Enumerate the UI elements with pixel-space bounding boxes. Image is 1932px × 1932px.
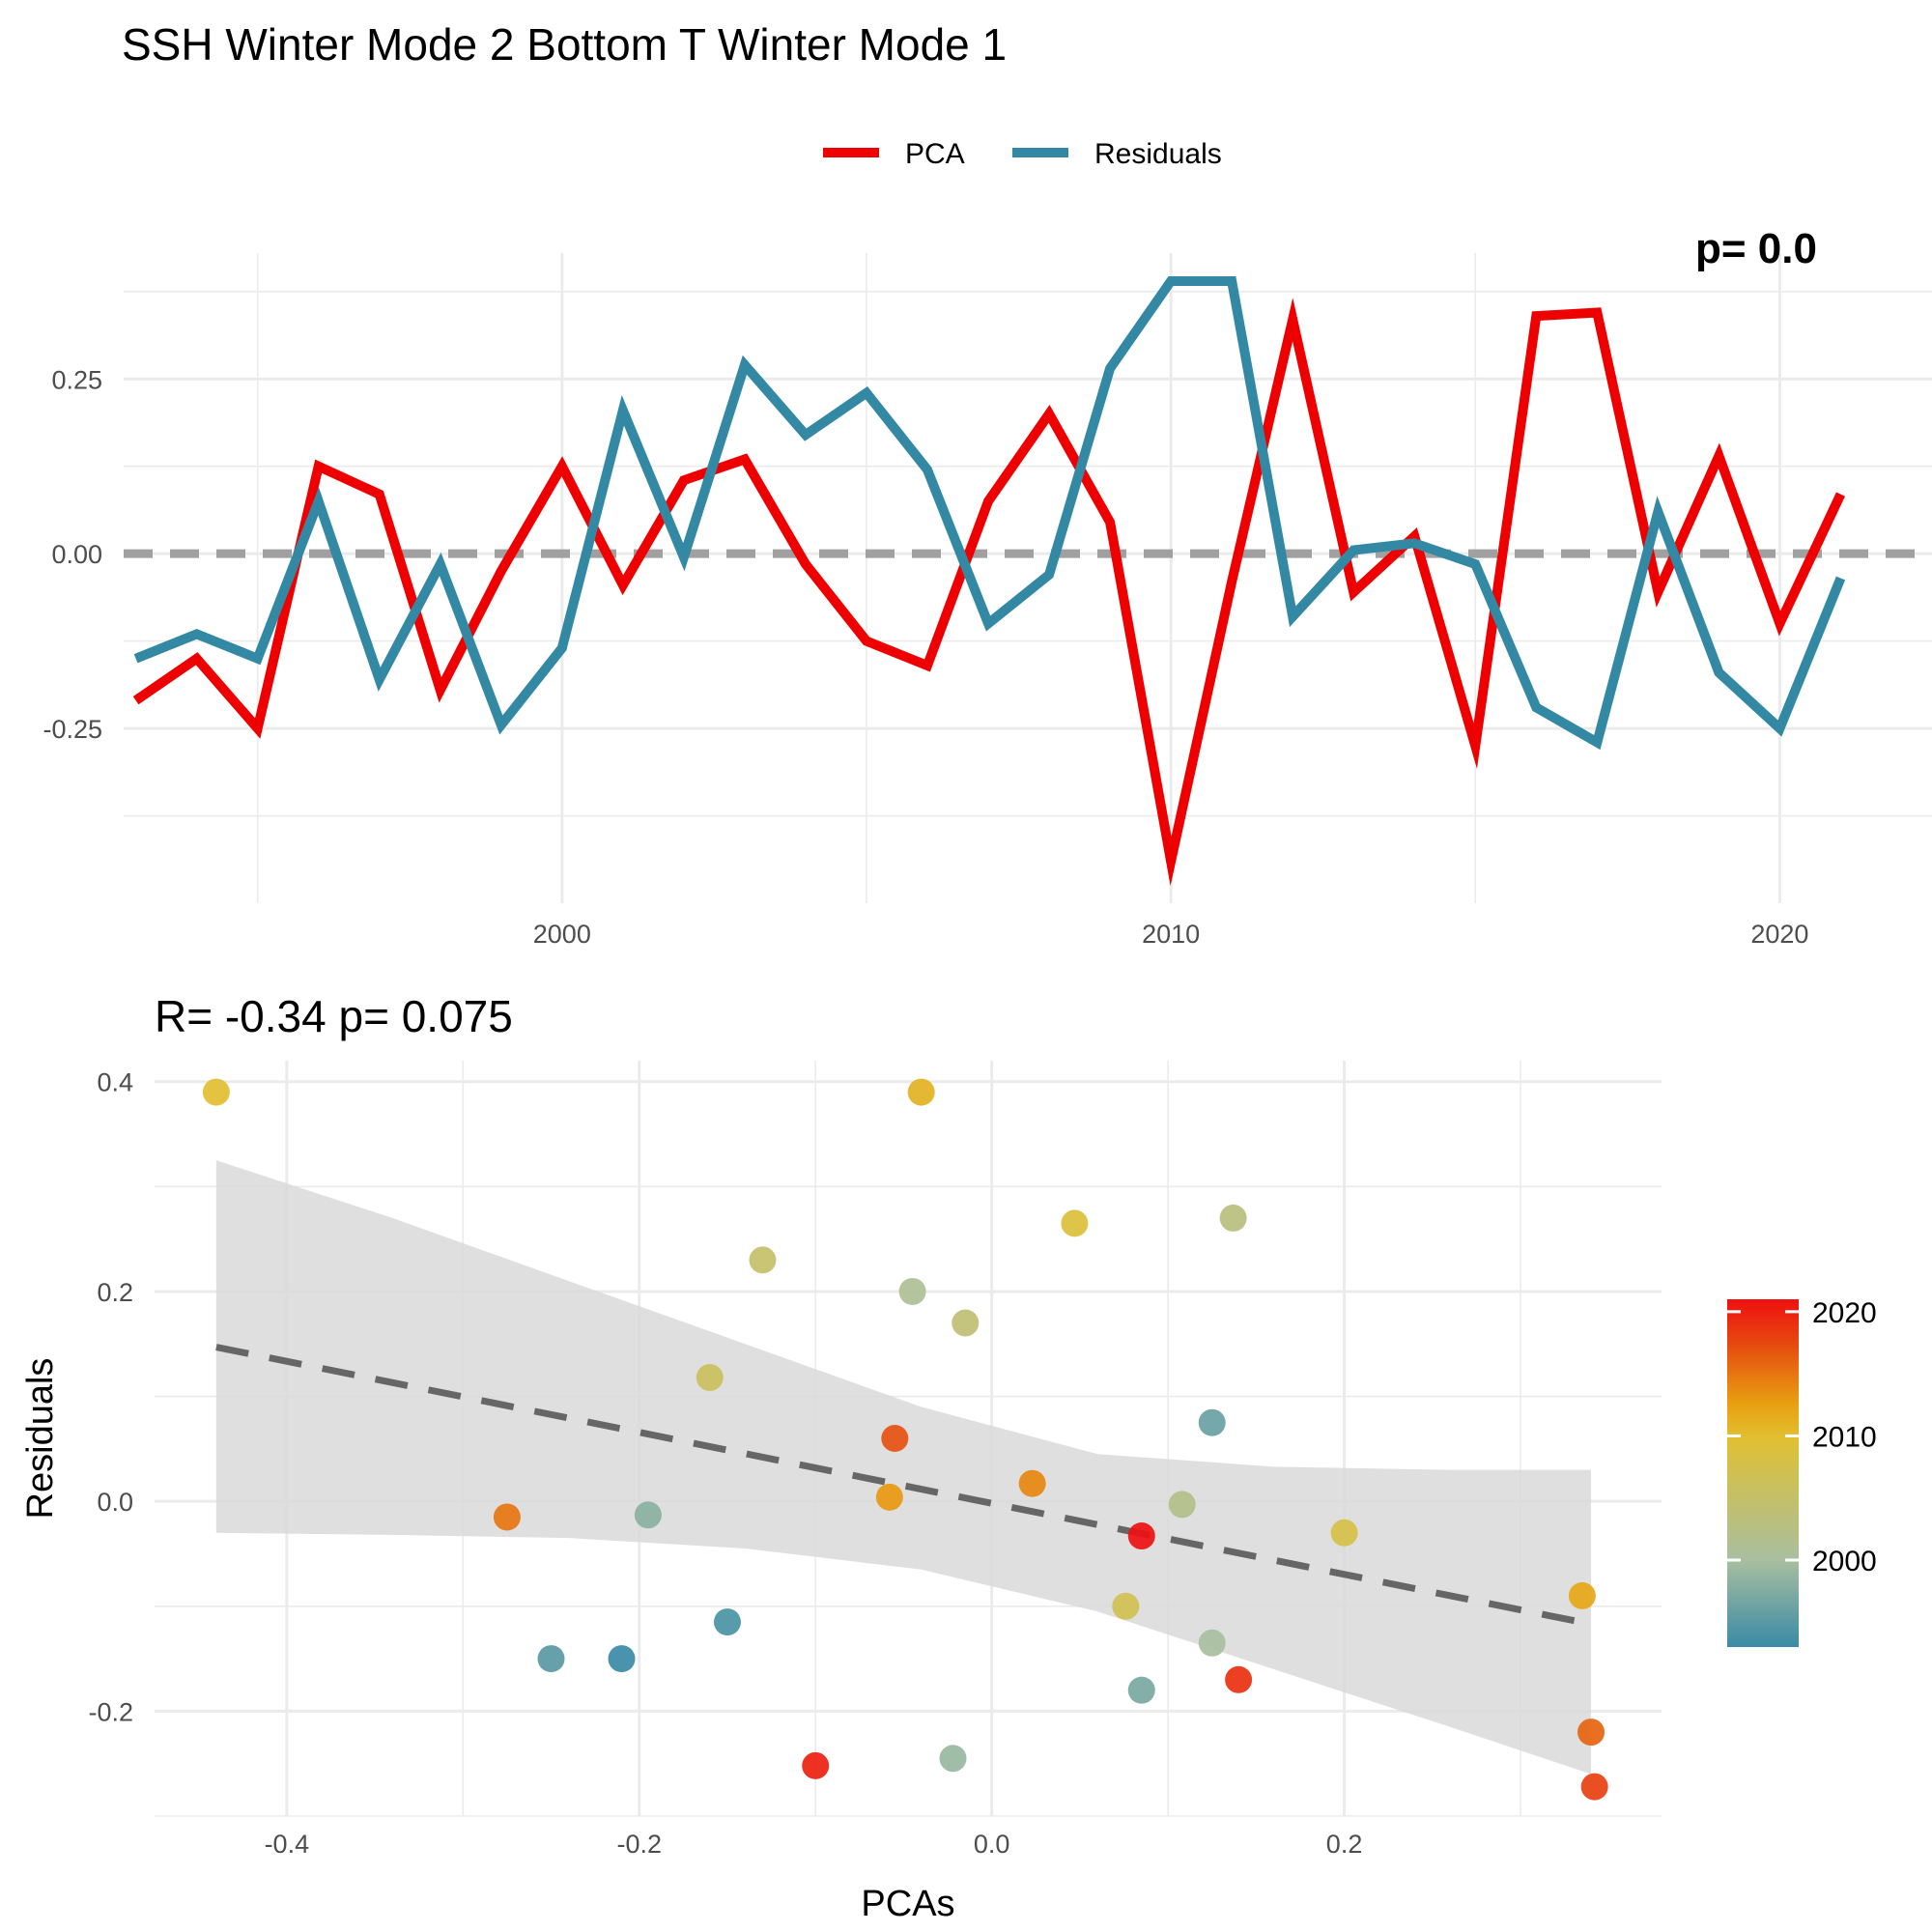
scatter-point	[1198, 1629, 1226, 1657]
colorbar-gradient	[1727, 1299, 1799, 1647]
legend-label-residuals: Residuals	[1094, 138, 1222, 170]
bottom-y-tick-label: 0.2	[97, 1278, 133, 1307]
scatter-point	[1330, 1519, 1358, 1547]
bottom-x-tick-label: -0.4	[265, 1830, 310, 1859]
x-axis-label: PCAs	[861, 1884, 954, 1924]
scatter-point	[493, 1503, 521, 1531]
confidence-band	[215, 1160, 1592, 1775]
scatter-point	[537, 1645, 565, 1673]
scatter-point	[1577, 1719, 1605, 1747]
bottom-band	[215, 1160, 1592, 1775]
scatter-point	[696, 1364, 724, 1392]
pca-line	[132, 298, 1845, 887]
scatter-point	[1219, 1204, 1247, 1232]
scatter-point	[1018, 1469, 1046, 1497]
scatter-point	[1061, 1209, 1089, 1237]
bottom-y-tick-label: -0.2	[88, 1697, 133, 1726]
scatter-point	[634, 1501, 662, 1529]
scatter-point	[881, 1425, 909, 1452]
top-x-tick-label: 2020	[1750, 920, 1808, 949]
time-series-panel: -0.25 0.00 0.25 2000 2010 2020 p= 0.0	[43, 225, 1932, 949]
scatter-point	[898, 1277, 926, 1305]
scatter-point	[952, 1309, 980, 1337]
figure-title: SSH Winter Mode 2 Bottom T Winter Mode 1	[122, 19, 1007, 70]
scatter-panel: R= -0.34 p= 0.075 -0.2 0.0 0.2 0.4 -0.4 -0.2…	[20, 991, 1877, 1924]
bottom-x-tick-label: 0.0	[974, 1830, 1010, 1859]
scatter-point	[1198, 1408, 1226, 1436]
top-x-ticks: 2000 2010 2020	[533, 920, 1809, 949]
top-corner-label: p= 0.0	[1695, 225, 1817, 272]
bottom-y-tick-label: 0.4	[97, 1068, 133, 1097]
colorbar-tick-label: 2010	[1812, 1421, 1877, 1453]
regression-line	[215, 1344, 1592, 1628]
bottom-y-tick-label: 0.0	[97, 1488, 133, 1517]
scatter-point	[1225, 1665, 1253, 1693]
legend: PCA Residuals	[823, 138, 1222, 170]
scatter-point	[939, 1745, 967, 1773]
residuals-line	[133, 275, 1846, 751]
scatter-point	[608, 1645, 636, 1673]
colorbar: 2000 2010 2020	[1727, 1297, 1877, 1647]
y-axis-label: Residuals	[20, 1358, 61, 1520]
scatter-point	[202, 1078, 230, 1106]
top-y-tick-label: 0.25	[51, 365, 102, 394]
scatter-point	[1168, 1491, 1196, 1519]
bottom-x-ticks: -0.4 -0.2 0.0 0.2	[265, 1830, 1363, 1859]
bottom-x-tick-label: -0.2	[616, 1830, 662, 1859]
top-series	[124, 275, 1932, 887]
scatter-point	[1112, 1592, 1140, 1620]
scatter-point	[749, 1246, 777, 1274]
scatter-title: R= -0.34 p= 0.075	[155, 991, 513, 1041]
legend-label-pca: PCA	[905, 138, 965, 170]
scatter-point	[875, 1483, 903, 1511]
scatter-point	[802, 1751, 830, 1779]
top-y-ticks: -0.25 0.00 0.25	[43, 365, 102, 744]
bottom-y-ticks: -0.2 0.0 0.2 0.4	[88, 1068, 133, 1727]
scatter-point	[1127, 1522, 1155, 1550]
top-x-tick-label: 2000	[533, 920, 591, 949]
top-y-tick-label: 0.00	[51, 540, 102, 569]
top-y-tick-label: -0.25	[43, 715, 102, 744]
colorbar-tick-label: 2020	[1812, 1297, 1877, 1329]
top-x-tick-label: 2010	[1142, 920, 1200, 949]
bottom-x-tick-label: 0.2	[1326, 1830, 1363, 1859]
scatter-point	[1580, 1773, 1608, 1801]
scatter-point	[1568, 1581, 1596, 1609]
bottom-points	[202, 1078, 1608, 1801]
scatter-point	[1127, 1676, 1155, 1704]
colorbar-tick-label: 2000	[1812, 1546, 1877, 1577]
scatter-point	[907, 1078, 935, 1106]
scatter-point	[713, 1608, 741, 1636]
